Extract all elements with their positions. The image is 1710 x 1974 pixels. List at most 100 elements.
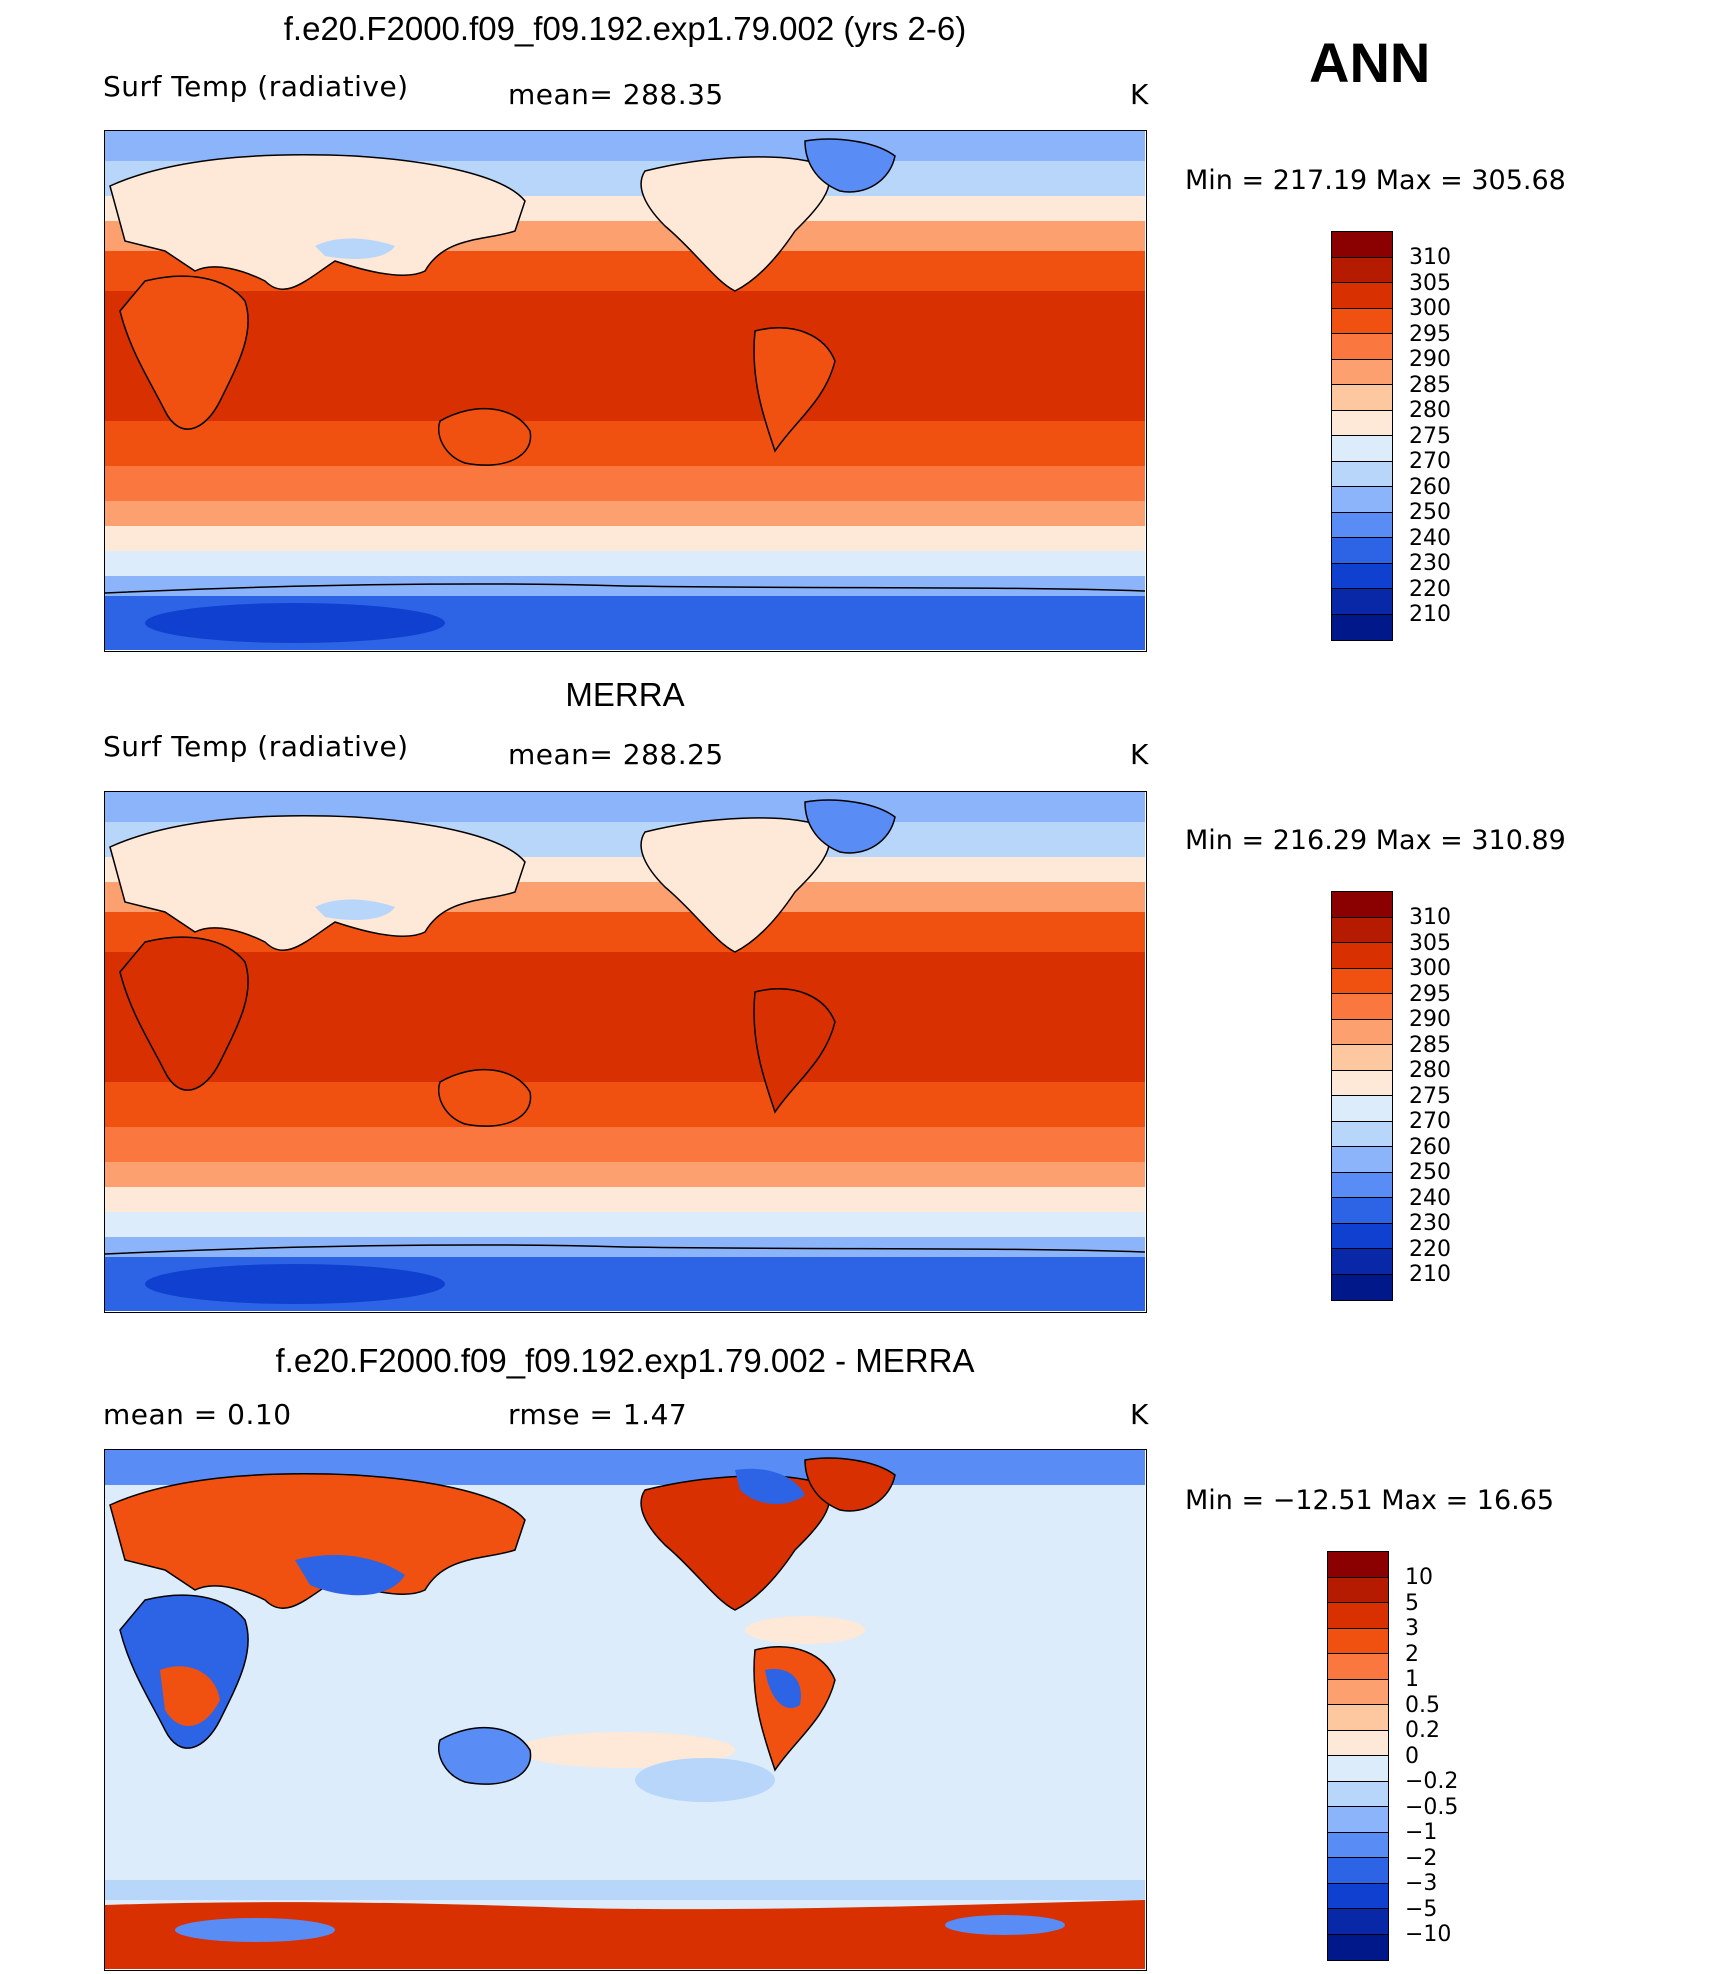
- panel-diff-colorbar: [1327, 1551, 1389, 1961]
- colorbar-box: [1332, 589, 1392, 615]
- panel-model-colorbar-labels: 310 305 300 295 290 285 280 275 270 260 250 240 230 2…: [1409, 245, 1451, 628]
- ocean-warm-patch-2: [515, 1732, 735, 1768]
- band-south-mid: [105, 1162, 1145, 1187]
- band-south-temperate: [105, 466, 1145, 501]
- band-southern-ocean: [105, 1187, 1145, 1212]
- colorbar-box: [1328, 1883, 1388, 1909]
- colorbar-box: [1332, 487, 1392, 513]
- land-africa: [119, 275, 249, 430]
- colorbar-box: [1332, 1223, 1392, 1249]
- colorbar-tick-label: 3: [1405, 1616, 1419, 1641]
- colorbar-tick-label: 0.5: [1405, 1692, 1440, 1718]
- colorbar-box: [1332, 1172, 1392, 1198]
- colorbar-tick-label: 0.2: [1405, 1718, 1440, 1743]
- colorbar-box: [1332, 968, 1392, 994]
- band-subpolar-s: [105, 551, 1145, 576]
- panel-diff-map: [104, 1449, 1147, 1971]
- amazon-cold-bias: [765, 1669, 801, 1709]
- colorbar-tick-label: 2: [1405, 1641, 1419, 1667]
- colorbar-box: [1332, 1147, 1392, 1173]
- colorbar-tick-label: 300: [1409, 956, 1451, 981]
- land-australia: [438, 1727, 532, 1785]
- colorbar-box: [1332, 1070, 1392, 1096]
- band-subtropic-s: [105, 1082, 1145, 1127]
- colorbar-tick-label: 5: [1405, 1590, 1419, 1616]
- colorbar-box: [1328, 1730, 1388, 1756]
- colorbar-box: [1332, 614, 1392, 640]
- colorbar-tick-label: 210: [1409, 1262, 1451, 1287]
- colorbar-tick-label: 260: [1409, 474, 1451, 500]
- band-subtropic-s: [105, 421, 1145, 466]
- colorbar-box: [1332, 308, 1392, 334]
- colorbar-tick-label: 210: [1409, 602, 1451, 627]
- land-eurasia: [109, 815, 526, 952]
- colorbar-tick-label: 310: [1409, 245, 1451, 270]
- colorbar-box: [1332, 334, 1392, 360]
- tibet-cold: [315, 238, 395, 259]
- colorbar-tick-label: 285: [1409, 372, 1451, 398]
- colorbar-tick-label: −0.2: [1405, 1769, 1459, 1794]
- antarctica-cool-spot-2: [945, 1915, 1065, 1935]
- ocean-cool-patch: [635, 1758, 775, 1802]
- colorbar-tick-label: 250: [1409, 500, 1451, 525]
- colorbar-box: [1332, 283, 1392, 309]
- tibet-cold-bias: [295, 1555, 405, 1596]
- colorbar-tick-label: 280: [1409, 398, 1451, 423]
- panel-diff-map-canvas: [105, 1450, 1145, 1969]
- panel-model-map: [104, 130, 1147, 652]
- panel-model-mean-label: mean= 288.35: [508, 78, 724, 111]
- colorbar-tick-label: 270: [1409, 1109, 1451, 1134]
- colorbar-box: [1328, 1909, 1388, 1935]
- colorbar-box: [1332, 1274, 1392, 1300]
- colorbar-tick-label: 10: [1405, 1565, 1433, 1590]
- colorbar-tick-label: 0: [1405, 1743, 1419, 1769]
- colorbar-box: [1328, 1577, 1388, 1603]
- colorbar-box: [1328, 1781, 1388, 1807]
- panel-obs-left-label: Surf Temp (radiative): [103, 730, 409, 763]
- land-south-america: [753, 988, 836, 1114]
- panel-model-units: K: [1130, 78, 1149, 111]
- colorbar-box: [1332, 1019, 1392, 1045]
- colorbar-box: [1328, 1679, 1388, 1705]
- colorbar-box: [1332, 1249, 1392, 1275]
- panel-obs-colorbar: [1331, 891, 1393, 1301]
- colorbar-box: [1332, 563, 1392, 589]
- panel-obs-map: [104, 791, 1147, 1313]
- colorbar-box: [1332, 1198, 1392, 1224]
- land-eurasia: [109, 154, 526, 291]
- ocean-warm-patch-1: [745, 1616, 865, 1644]
- colorbar-box: [1332, 994, 1392, 1020]
- colorbar-tick-label: 250: [1409, 1160, 1451, 1185]
- panel-diff-units: K: [1130, 1398, 1149, 1431]
- panel-diff-colorbar-labels: 10 5 3 2 1 0.5 0.2 0 −0.2 −0.5 −1 −2 −3 −5 −10: [1405, 1565, 1458, 1948]
- land-north-america: [640, 156, 831, 292]
- colorbar-box: [1332, 1096, 1392, 1122]
- colorbar-box: [1332, 892, 1392, 918]
- band-south-temperate: [105, 1127, 1145, 1162]
- colorbar-box: [1332, 257, 1392, 283]
- colorbar-box: [1332, 359, 1392, 385]
- colorbar-tick-label: 230: [1409, 1211, 1451, 1236]
- colorbar-tick-label: 275: [1409, 423, 1451, 449]
- band-south-mid: [105, 501, 1145, 526]
- colorbar-tick-label: −3: [1405, 1871, 1438, 1896]
- band-southern-ocean: [105, 526, 1145, 551]
- land-greenland: [804, 138, 896, 193]
- colorbar-box: [1332, 538, 1392, 564]
- panel-obs-mean-label: mean= 288.25: [508, 738, 724, 771]
- colorbar-box: [1328, 1654, 1388, 1680]
- colorbar-box: [1332, 461, 1392, 487]
- colorbar-tick-label: −0.5: [1405, 1794, 1459, 1820]
- panel-model-left-label: Surf Temp (radiative): [103, 70, 409, 103]
- colorbar-tick-label: 270: [1409, 449, 1451, 474]
- colorbar-box: [1332, 410, 1392, 436]
- coast-antarctica: [105, 1244, 1145, 1255]
- colorbar-box: [1328, 1603, 1388, 1629]
- antarctic-cold-core: [145, 1264, 445, 1304]
- season-label: ANN: [1309, 31, 1431, 94]
- colorbar-tick-label: 275: [1409, 1083, 1451, 1109]
- panel-model-colorbar: [1331, 231, 1393, 641]
- colorbar-box: [1328, 1628, 1388, 1654]
- colorbar-box: [1332, 1045, 1392, 1071]
- panel-obs-map-canvas: [105, 792, 1145, 1311]
